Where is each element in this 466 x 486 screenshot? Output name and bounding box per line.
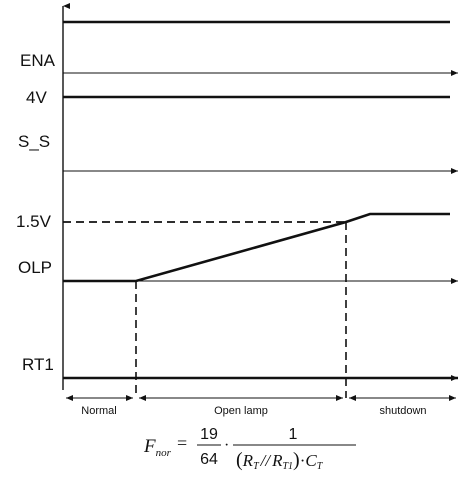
- label-ss: S_S: [18, 132, 50, 151]
- formula-frac1-den: 64: [200, 451, 218, 468]
- formula-lhs: Fnor: [143, 436, 172, 459]
- label-1-5v: 1.5V: [16, 212, 52, 231]
- formula-dot: ·: [224, 437, 229, 454]
- phase-label-normal: Normal: [81, 405, 116, 417]
- phase-label-shutdown: shutdown: [379, 405, 426, 417]
- formula-frac2-num: 1: [289, 426, 298, 443]
- phase-label-open-lamp: Open lamp: [214, 405, 268, 417]
- label-olp: OLP: [18, 258, 52, 277]
- formula-equals: =: [177, 433, 187, 453]
- frequency-formula: Fnor = 19 64 · 1 (RT//RT1)·CT: [143, 426, 356, 472]
- label-rt1: RT1: [22, 355, 54, 374]
- label-4v: 4V: [26, 88, 47, 107]
- formula-frac1-num: 19: [200, 426, 218, 443]
- formula-frac2-den: (RT//RT1)·CT: [236, 449, 324, 472]
- olp-waveform: [63, 212, 450, 283]
- label-ena: ENA: [20, 51, 56, 70]
